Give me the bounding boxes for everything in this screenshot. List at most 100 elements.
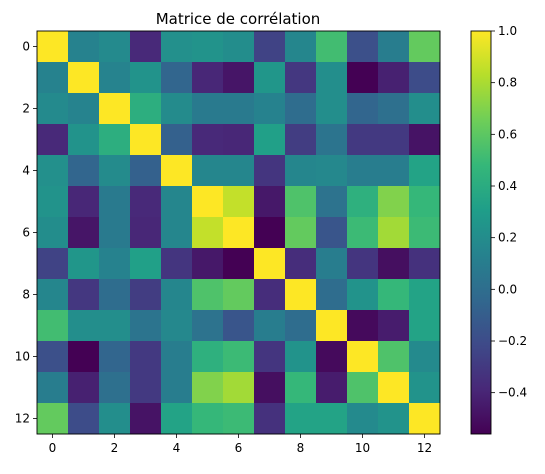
- heatmap-cell: [409, 372, 441, 404]
- heatmap-cell: [223, 403, 255, 435]
- x-tick-label: 0: [49, 441, 57, 455]
- heatmap-cell: [347, 186, 379, 218]
- heatmap-cell: [223, 310, 255, 342]
- heatmap-cell: [254, 310, 286, 342]
- heatmap-cell: [347, 403, 379, 435]
- heatmap-cell: [254, 279, 286, 311]
- heatmap-cell: [223, 341, 255, 373]
- heatmap-cell: [409, 341, 441, 373]
- heatmap-cell: [254, 248, 286, 280]
- heatmap-cell: [285, 155, 317, 187]
- heatmap-cell: [161, 155, 193, 187]
- heatmap-cell: [37, 248, 69, 280]
- heatmap-cell: [316, 31, 348, 63]
- y-tick-label: 10: [15, 350, 30, 364]
- x-tick-label: 2: [111, 441, 119, 455]
- heatmap-cell: [285, 186, 317, 218]
- heatmap-cell: [161, 62, 193, 94]
- y-tick-label: 0: [22, 40, 30, 54]
- heatmap-cell: [37, 186, 69, 218]
- heatmap-cell: [99, 186, 131, 218]
- heatmap-cell: [68, 403, 100, 435]
- heatmap-cell: [99, 279, 131, 311]
- heatmap-cell: [254, 31, 286, 63]
- heatmap-cell: [130, 62, 162, 94]
- heatmap-cell: [192, 248, 224, 280]
- heatmap-cell: [68, 341, 100, 373]
- heatmap-cell: [99, 403, 131, 435]
- heatmap-cell: [378, 93, 410, 125]
- heatmap-cell: [37, 62, 69, 94]
- heatmap-cell: [130, 93, 162, 125]
- heatmap-cell: [130, 279, 162, 311]
- heatmap-cell: [192, 124, 224, 156]
- heatmap-cell: [192, 155, 224, 187]
- heatmap-cell: [192, 372, 224, 404]
- heatmap-cell: [223, 279, 255, 311]
- heatmap-cell: [316, 93, 348, 125]
- heatmap-cell: [68, 155, 100, 187]
- heatmap-cell: [378, 310, 410, 342]
- heatmap-cell: [254, 62, 286, 94]
- heatmap-cell: [223, 217, 255, 249]
- x-axis-ticks: 0 2 4 6 8 10 12: [49, 434, 432, 455]
- heatmap-cell: [254, 403, 286, 435]
- heatmap-cell: [347, 341, 379, 373]
- heatmap-cell: [192, 341, 224, 373]
- heatmap-cell: [409, 279, 441, 311]
- colorbar-tick-label: 0.4: [498, 179, 517, 193]
- heatmap-cell: [316, 372, 348, 404]
- heatmap-cell: [68, 279, 100, 311]
- heatmap-cell: [285, 279, 317, 311]
- heatmap-cell: [378, 248, 410, 280]
- heatmap-cell: [99, 248, 131, 280]
- heatmap-cell: [37, 341, 69, 373]
- heatmap-cell: [347, 279, 379, 311]
- heatmap-cell: [223, 124, 255, 156]
- heatmap-cell: [347, 93, 379, 125]
- heatmap-cell: [347, 31, 379, 63]
- heatmap-cell: [378, 186, 410, 218]
- heatmap-cell: [68, 62, 100, 94]
- heatmap-cell: [223, 155, 255, 187]
- heatmap-cell: [68, 93, 100, 125]
- colorbar-tick-label: 0.6: [498, 127, 517, 141]
- heatmap-cell: [316, 217, 348, 249]
- heatmap-cell: [37, 403, 69, 435]
- heatmap-cell: [68, 31, 100, 63]
- heatmap-cell: [316, 124, 348, 156]
- heatmap-cell: [130, 155, 162, 187]
- heatmap-cell: [223, 248, 255, 280]
- heatmap-cell: [378, 372, 410, 404]
- heatmap-cell: [192, 186, 224, 218]
- colorbar-tick-label: −0.4: [498, 386, 527, 400]
- heatmap-cell: [99, 341, 131, 373]
- heatmap-cell: [99, 124, 131, 156]
- heatmap-cell: [223, 31, 255, 63]
- heatmap-cell: [378, 62, 410, 94]
- heatmap-cell: [161, 124, 193, 156]
- heatmap-cell: [130, 403, 162, 435]
- heatmap-cell: [316, 403, 348, 435]
- heatmap-cell: [223, 186, 255, 218]
- heatmap-cell: [161, 186, 193, 218]
- colorbar-ticks: −0.4 −0.2 0.0 0.2 0.4 0.6 0.8 1.0: [491, 24, 527, 400]
- heatmap-cell: [68, 310, 100, 342]
- heatmap-cell: [37, 124, 69, 156]
- heatmap-cell: [161, 403, 193, 435]
- heatmap-cell: [378, 403, 410, 435]
- heatmap-cell: [192, 403, 224, 435]
- heatmap-cell: [347, 217, 379, 249]
- heatmap-cell: [192, 62, 224, 94]
- heatmap-cell: [37, 155, 69, 187]
- heatmap-cell: [409, 31, 441, 63]
- colorbar-tick-label: 0.0: [498, 282, 517, 296]
- y-tick-label: 12: [15, 412, 30, 426]
- heatmap-cell: [37, 279, 69, 311]
- heatmap-cell: [285, 403, 317, 435]
- heatmap-cell: [316, 279, 348, 311]
- heatmap-cell: [285, 248, 317, 280]
- x-tick-label: 10: [355, 441, 370, 455]
- heatmap-cell: [161, 248, 193, 280]
